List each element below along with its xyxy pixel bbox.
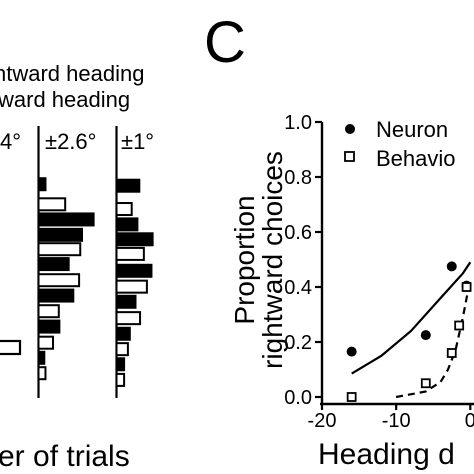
histogram-2-bar-11	[37, 350, 46, 365]
histogram-2-bar-9	[37, 319, 61, 334]
x-tick-label: 0	[465, 410, 474, 432]
y-axis-label-line-2: rightward choices	[257, 151, 288, 369]
histogram-3	[115, 178, 154, 387]
behavior-point	[461, 282, 472, 292]
legend-behavior-marker	[344, 151, 355, 162]
histogram-2-bar-8	[37, 304, 60, 319]
behavior-fit-curve	[395, 278, 472, 399]
legend-neuron-marker	[345, 124, 355, 134]
y-tick-label: 0.0	[284, 387, 312, 409]
histogram-3-bar-9	[115, 326, 131, 341]
y-axis-label-line-1: Proportion	[229, 195, 260, 324]
x-tick-label: -20	[308, 410, 337, 432]
neuron-point	[446, 261, 457, 272]
x-tick-label: -10	[382, 410, 411, 432]
hist-1-bar-partial	[0, 339, 22, 356]
behavior-point	[446, 348, 457, 358]
panel-letter: C	[204, 10, 246, 75]
histogram-3-bar-4	[115, 246, 145, 261]
histogram-3-bar-1	[115, 202, 133, 217]
histogram-2-bar-12	[37, 366, 47, 381]
behavior-point	[346, 392, 357, 402]
histogram-2-bar-0	[37, 177, 47, 192]
x-axis-label: Heading d	[318, 438, 455, 471]
hist-label-2: ±2.6°	[45, 129, 96, 154]
left-x-axis-label: er of trials	[0, 440, 130, 473]
histogram-2-bar-3	[37, 227, 83, 242]
histogram-3-bar-5	[115, 263, 153, 278]
behavior-point	[454, 320, 465, 331]
neuron-point	[420, 330, 431, 341]
legend-line-1: ntward heading	[0, 61, 144, 86]
y-tick-label: 1.0	[284, 112, 312, 134]
psychometric-plot: 0.0 0.2 0.4 0.6 0.8 1.0 -20 -10 0 Proportionright…	[229, 112, 474, 471]
y-tick-label: 0.4	[284, 277, 312, 299]
histogram-3-bar-10	[115, 342, 129, 357]
behavior-point	[420, 378, 431, 389]
legend-neuron-label: Neuron	[376, 117, 448, 142]
histogram-2-bar-1	[37, 197, 67, 212]
histogram-3-bar-8	[115, 311, 142, 326]
histogram-2-bar-7	[37, 288, 75, 303]
neuron-point	[346, 346, 357, 357]
histogram-3-bar-12	[115, 372, 126, 387]
legend-behavior-label: Behavio	[376, 146, 456, 171]
histogram-3-bar-11	[115, 357, 126, 372]
histogram-2-bar-4	[37, 242, 82, 257]
legend-line-2: ward heading	[0, 87, 130, 112]
histogram-3-bar-6	[115, 279, 148, 294]
y-tick-label: 0.2	[284, 332, 312, 354]
histogram-2-bar-6	[37, 273, 81, 288]
histogram-2-bar-2	[37, 212, 95, 227]
histogram-2	[37, 177, 95, 381]
histogram-3-bar-3	[115, 232, 154, 247]
histogram-3-bar-0	[115, 178, 141, 193]
hist-label-3: ±1°	[121, 129, 154, 154]
histogram-3-bar-2	[115, 217, 139, 232]
y-tick-label: 0.8	[284, 167, 312, 189]
histogram-2-bar-5	[37, 257, 70, 272]
histogram-3-bar-7	[115, 294, 137, 309]
hist-label-1: 4°	[0, 129, 21, 154]
histogram-2-bar-10	[37, 335, 54, 350]
y-tick-label: 0.6	[284, 222, 312, 244]
neuron-fit-curve	[351, 261, 472, 375]
